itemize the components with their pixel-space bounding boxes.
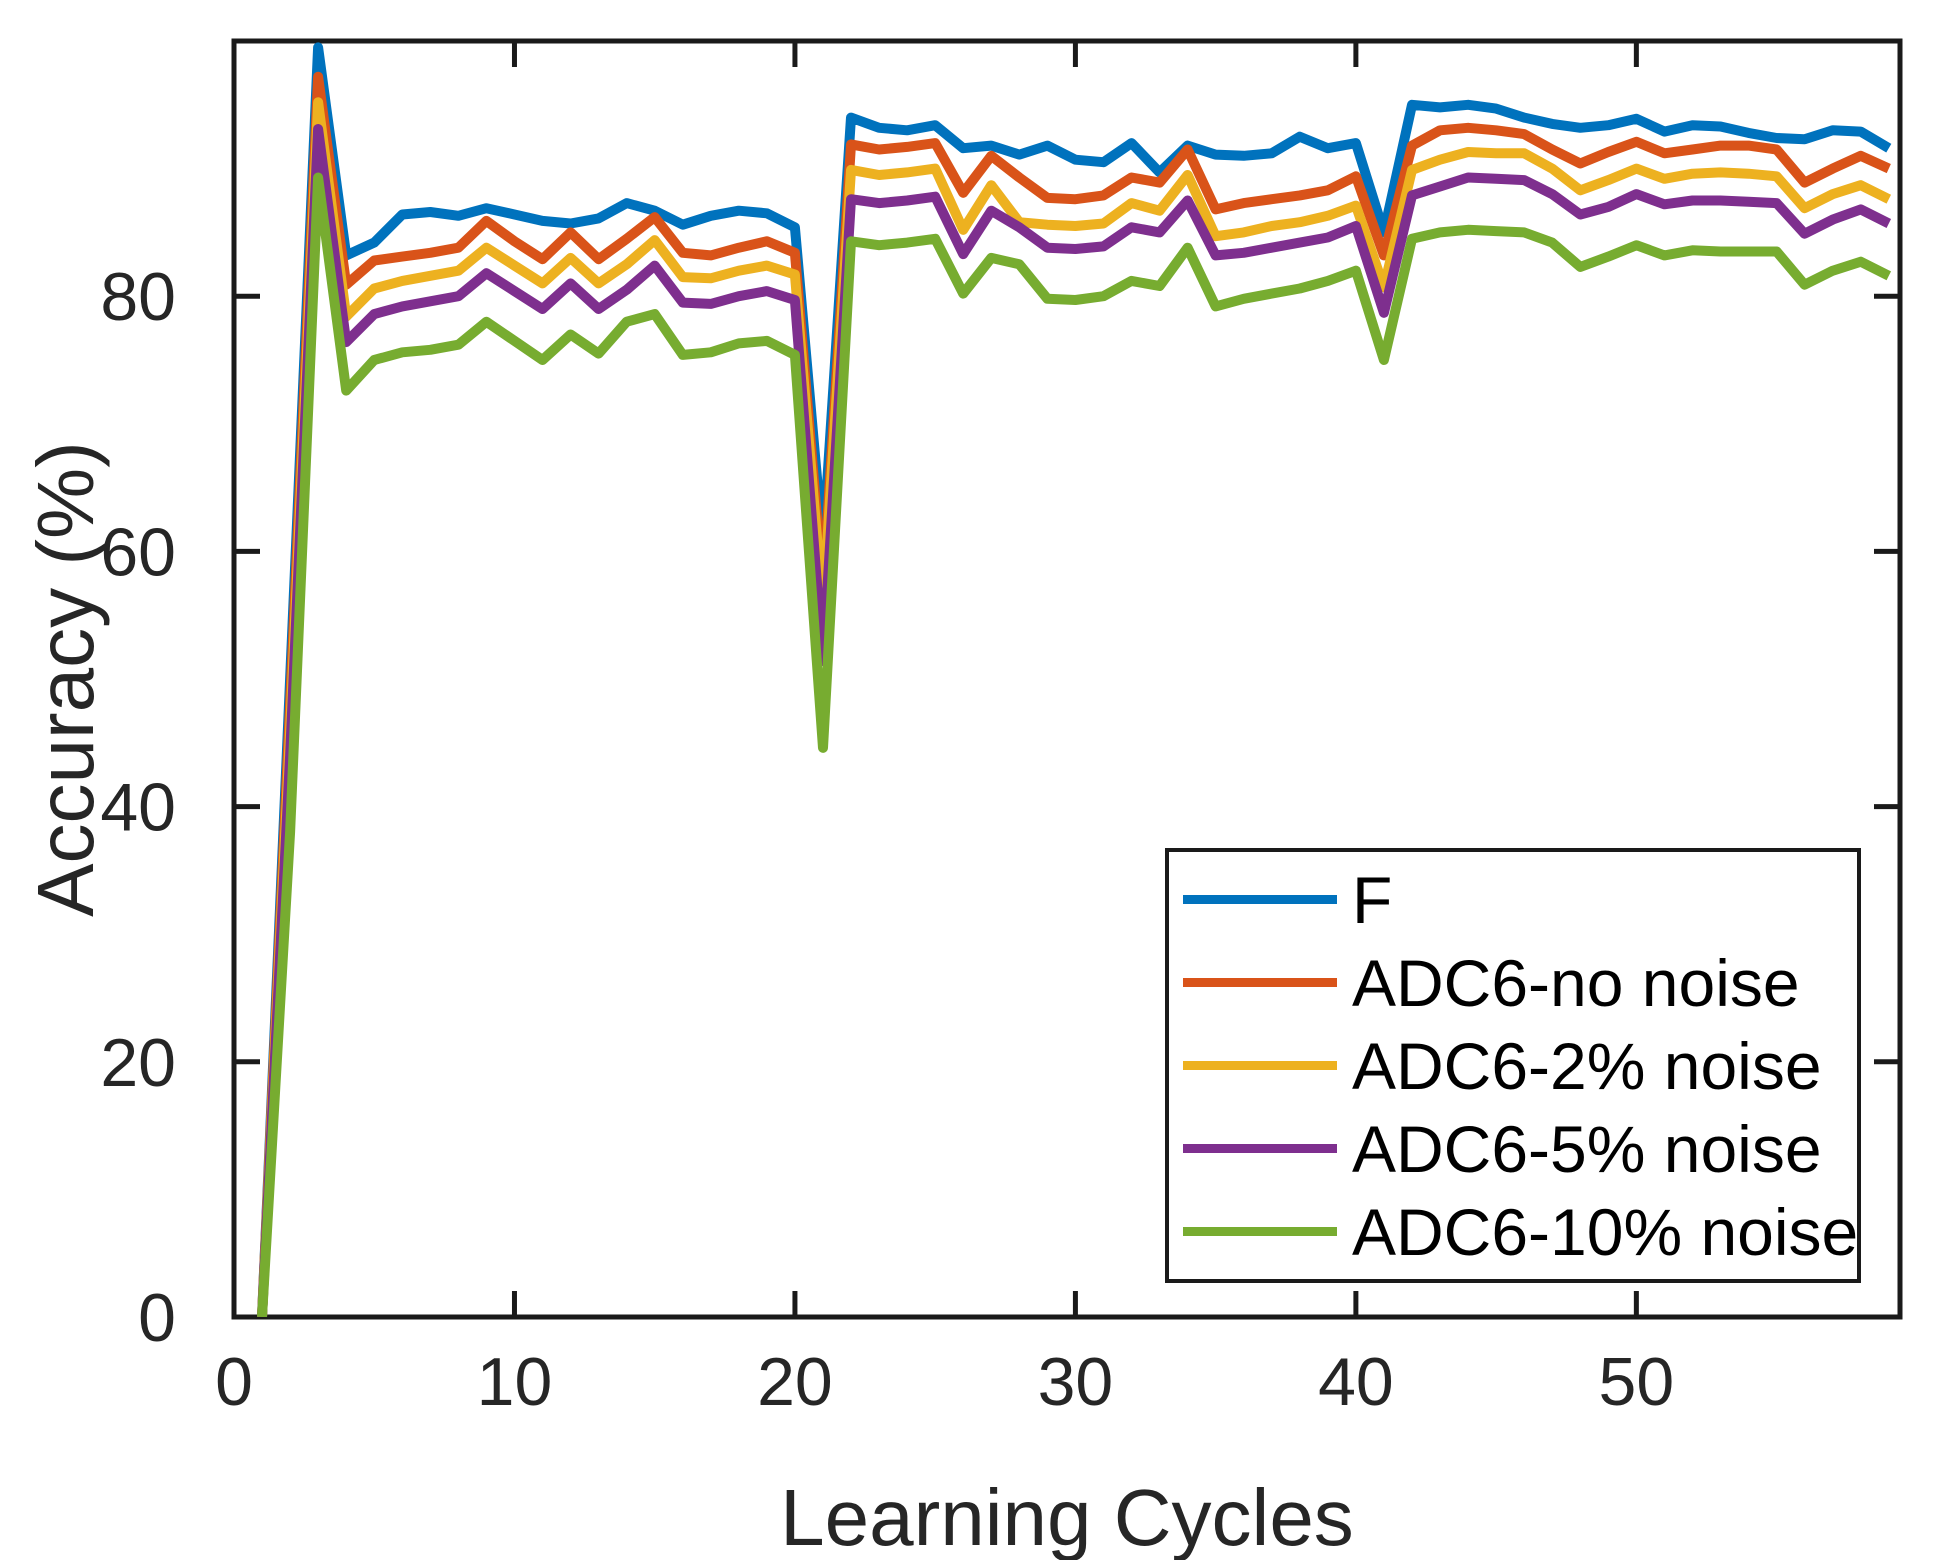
legend-label: ADC6-5% noise xyxy=(1352,1111,1822,1186)
series-line-f xyxy=(257,42,1892,1317)
y-tick-label: 20 xyxy=(100,1025,176,1101)
series-lines xyxy=(257,42,1892,1317)
y-tick-label: 60 xyxy=(100,514,176,590)
legend-item-adc6-10-noise: ADC6-10% noise xyxy=(1169,1194,1859,1269)
x-tick-label: 10 xyxy=(477,1344,553,1420)
series-line-adc6-2-noise xyxy=(257,97,1892,1317)
x-tick-label: 50 xyxy=(1599,1344,1675,1420)
y-tick-label: 0 xyxy=(138,1280,176,1356)
legend-swatch xyxy=(1183,1061,1337,1070)
y-axis-label: Accuracy (%) xyxy=(21,441,110,917)
legend-label: F xyxy=(1352,862,1393,937)
legend-swatch xyxy=(1183,1144,1337,1153)
x-tick-label: 40 xyxy=(1318,1344,1394,1420)
legend-item-adc6-2-noise: ADC6-2% noise xyxy=(1169,1033,1857,1099)
legend: F ADC6-no noise ADC6-2% noise ADC6-5% noise… xyxy=(1165,848,1861,1283)
x-tick-label: 20 xyxy=(757,1344,833,1420)
x-axis-label: Learning Cycles xyxy=(780,1473,1354,1560)
legend-swatch xyxy=(1183,1227,1337,1236)
x-tick-label: 30 xyxy=(1038,1344,1114,1420)
legend-item-adc6-5-noise: ADC6-5% noise xyxy=(1169,1116,1857,1182)
legend-item-f: F xyxy=(1169,867,1857,933)
legend-swatch xyxy=(1183,978,1337,987)
legend-item-adc6-no-noise: ADC6-no noise xyxy=(1169,950,1857,1016)
legend-label: ADC6-10% noise xyxy=(1352,1194,1859,1269)
series-line-adc6-5-noise xyxy=(257,124,1892,1317)
plot-border xyxy=(231,38,1903,1320)
series-line-adc6-10-noise xyxy=(257,172,1892,1317)
y-tick-label: 80 xyxy=(100,259,176,335)
x-tick-label: 0 xyxy=(215,1344,253,1420)
legend-label: ADC6-2% noise xyxy=(1352,1028,1822,1103)
legend-label: ADC6-no noise xyxy=(1352,945,1800,1020)
series-line-adc6-no-noise xyxy=(257,71,1891,1317)
tick-labels: 0 10 20 30 40 50 0 20 40 60 80 xyxy=(100,259,1674,1420)
axis-ticks xyxy=(231,41,1900,1320)
y-tick-label: 40 xyxy=(100,770,176,846)
legend-swatch xyxy=(1183,895,1337,904)
